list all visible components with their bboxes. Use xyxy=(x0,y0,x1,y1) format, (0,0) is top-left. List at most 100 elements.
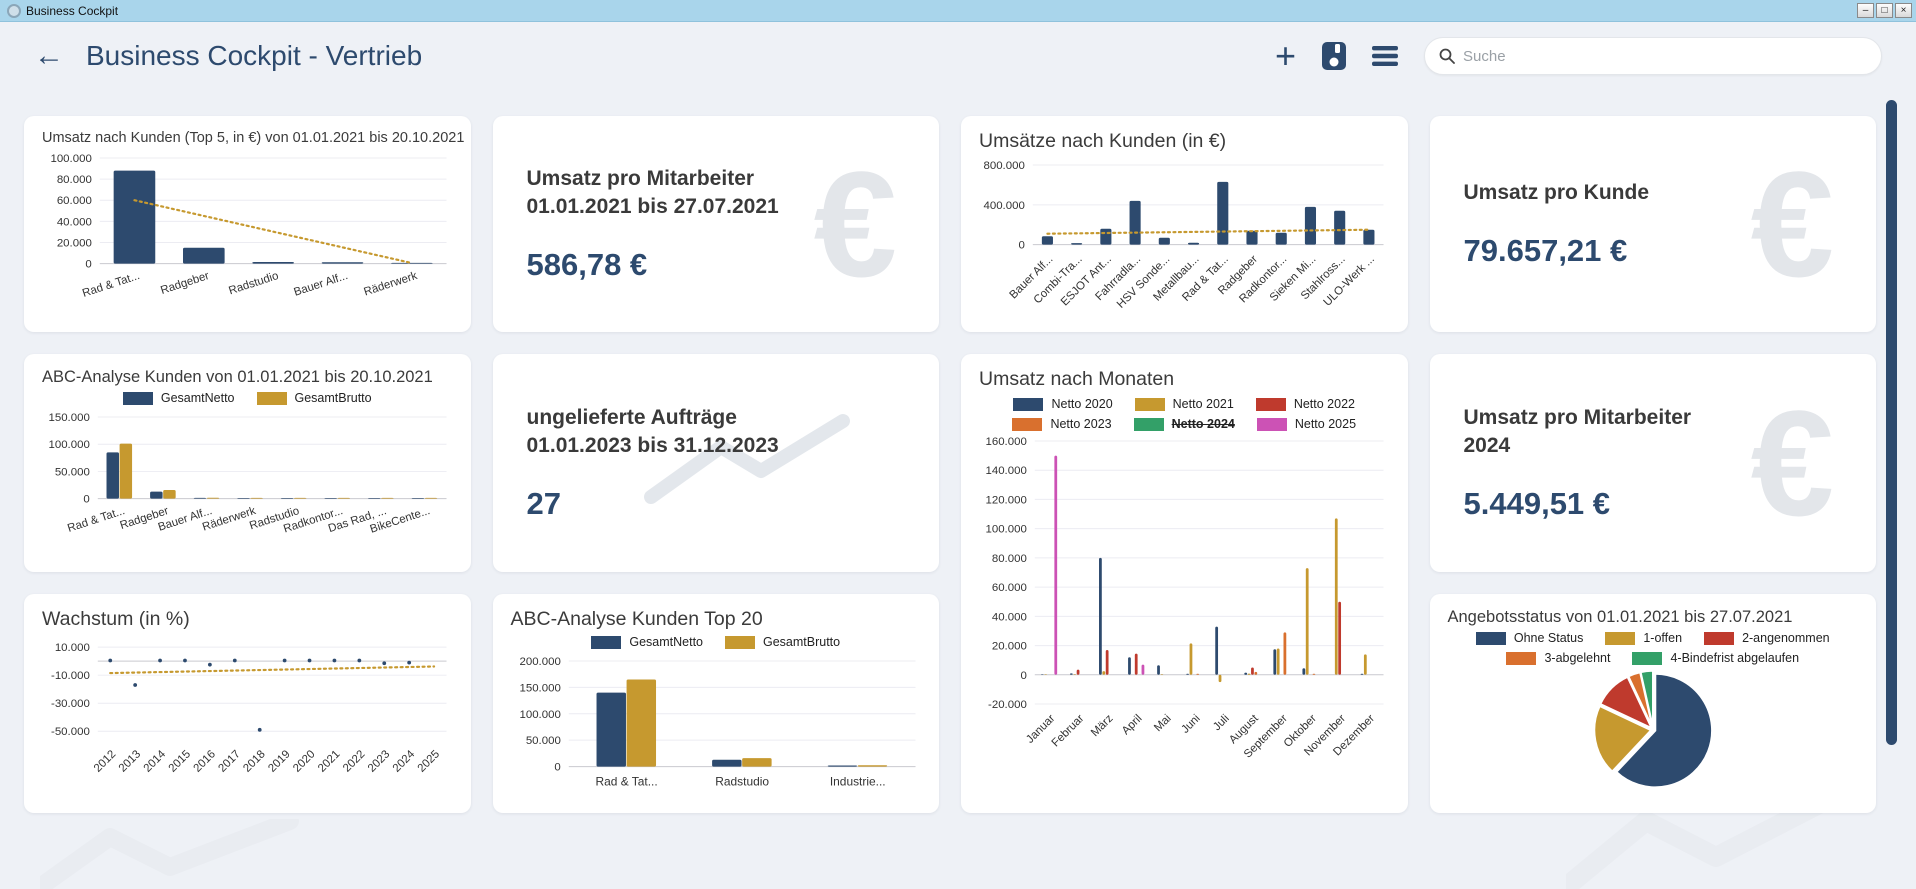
svg-text:80.000: 80.000 xyxy=(992,553,1027,565)
dashboard-grid: Umsatz nach Kunden (Top 5, in €) von 01.… xyxy=(24,116,1876,813)
svg-text:0: 0 xyxy=(85,259,91,271)
tile-umsatz-top5-kunden[interactable]: Umsatz nach Kunden (Top 5, in €) von 01.… xyxy=(24,116,471,332)
legend-label: Netto 2024 xyxy=(1171,417,1235,431)
svg-text:50.000: 50.000 xyxy=(55,466,90,478)
chart-title: Umsatz nach Monaten xyxy=(979,368,1175,390)
svg-text:Radstudio: Radstudio xyxy=(715,775,769,789)
close-button[interactable]: × xyxy=(1895,3,1912,18)
vertical-scrollbar-thumb[interactable] xyxy=(1886,100,1897,745)
search-box[interactable] xyxy=(1424,37,1882,75)
svg-text:2012: 2012 xyxy=(92,748,118,774)
legend-color-swatch xyxy=(1134,397,1165,411)
euro-watermark-icon: € xyxy=(1750,140,1834,308)
legend-item[interactable]: Netto 2022 xyxy=(1255,397,1355,411)
legend-item[interactable]: 1-offen xyxy=(1605,631,1682,645)
svg-text:-30.000: -30.000 xyxy=(51,698,90,710)
add-tile-button[interactable]: + xyxy=(1274,34,1296,76)
chart-title: Umsatz nach Kunden (Top 5, in €) von 01.… xyxy=(42,130,465,146)
svg-text:200.000: 200.000 xyxy=(519,656,560,668)
svg-text:Juni: Juni xyxy=(1179,713,1202,736)
pie-chart-angebotsstatus xyxy=(1444,667,1863,794)
grouped-bar-chart-monate: 160.000 140.000 120.000 100.000 80.000 60.000… xyxy=(975,433,1394,789)
legend-item[interactable]: Netto 2023 xyxy=(1012,417,1112,431)
chart-legend: Ohne Status 1-offen 2-angenommen 3-abgelehn… xyxy=(1444,631,1863,665)
legend-label: Netto 2022 xyxy=(1293,397,1355,411)
chart-legend: GesamtNetto GesamtBrutto xyxy=(38,391,457,405)
tile-angebotsstatus[interactable]: Angebotsstatus von 01.01.2021 bis 27.07.… xyxy=(1429,594,1876,813)
svg-text:0: 0 xyxy=(1020,670,1026,682)
kpi-title: Umsatz pro Mitarbeiter 2024 xyxy=(1463,405,1692,457)
hamburger-menu-icon xyxy=(1372,46,1398,66)
save-button[interactable] xyxy=(1322,42,1346,70)
legend-item[interactable]: Netto 2020 xyxy=(1013,397,1113,411)
kpi-title: ungelieferte Aufträge 01.01.2023 bis 31.… xyxy=(526,405,779,457)
svg-text:2025: 2025 xyxy=(416,748,442,774)
search-icon xyxy=(1439,48,1455,64)
svg-text:-10.000: -10.000 xyxy=(51,670,90,682)
svg-text:160.000: 160.000 xyxy=(985,436,1026,448)
legend-item[interactable]: Ohne Status xyxy=(1475,631,1584,645)
tile-abc-analyse-top20[interactable]: ABC-Analyse Kunden Top 20 GesamtNetto Ges… xyxy=(492,594,939,813)
tile-umsaetze-nach-kunden[interactable]: Umsätze nach Kunden (in €) 800.000 400.00… xyxy=(961,116,1408,332)
svg-text:0: 0 xyxy=(554,762,560,774)
tile-umsatz-pro-mitarbeiter-2021[interactable]: € Umsatz pro Mitarbeiter 01.01.2021 bis … xyxy=(492,116,939,332)
legend-item[interactable]: 3-abgelehnt xyxy=(1506,651,1610,665)
svg-text:Februar: Februar xyxy=(1050,712,1087,749)
minimize-button[interactable]: – xyxy=(1857,3,1874,18)
chart-title: ABC-Analyse Kunden von 01.01.2021 bis 20… xyxy=(42,368,433,386)
legend-item[interactable]: GesamtNetto xyxy=(122,391,235,405)
svg-text:2022: 2022 xyxy=(341,748,367,774)
svg-text:100.000: 100.000 xyxy=(48,439,89,451)
kpi-value: 5.449,51 € xyxy=(1463,486,1611,522)
tile-umsatz-nach-monaten[interactable]: Umsatz nach Monaten Netto 2020 Netto 2021… xyxy=(961,354,1408,813)
svg-text:Juli: Juli xyxy=(1211,713,1232,734)
svg-text:40.000: 40.000 xyxy=(57,216,92,228)
legend-label: Netto 2021 xyxy=(1172,397,1234,411)
tile-wachstum[interactable]: Wachstum (in %) 10.000 -10.000 -30.000 -50.… xyxy=(24,594,471,813)
legend-color-swatch xyxy=(1013,397,1044,411)
euro-watermark-icon: € xyxy=(1750,379,1834,547)
restore-button[interactable]: □ xyxy=(1876,3,1893,18)
legend-item[interactable]: GesamtNetto xyxy=(591,635,703,649)
euro-watermark-icon: € xyxy=(813,140,897,308)
legend-item[interactable]: 4-Bindefrist abgelaufen xyxy=(1632,651,1799,665)
save-floppy-icon xyxy=(1322,42,1346,70)
svg-text:2019: 2019 xyxy=(266,748,292,774)
grouped-bar-chart-abc-analyse: 150.000 100.000 50.000 0 Rad & Tat... Radgebe… xyxy=(38,409,457,555)
legend-item[interactable]: 2-angenommen xyxy=(1704,631,1830,645)
legend-item[interactable]: Netto 2024 xyxy=(1133,417,1235,431)
legend-color-swatch xyxy=(1012,417,1043,431)
chart-legend: GesamtNetto GesamtBrutto xyxy=(507,635,926,649)
back-arrow-icon[interactable]: ← xyxy=(34,39,64,72)
legend-item[interactable]: Netto 2025 xyxy=(1256,417,1356,431)
legend-item[interactable]: Netto 2021 xyxy=(1134,397,1234,411)
svg-text:Räderwerk: Räderwerk xyxy=(362,270,419,299)
bar-chart-umsaetze-kunden: 800.000 400.000 0 Bauer Alf... Combi-Tra... E… xyxy=(975,157,1394,321)
tile-ungelieferte-auftraege[interactable]: ungelieferte Aufträge 01.01.2023 bis 31.… xyxy=(492,354,939,572)
svg-text:100.000: 100.000 xyxy=(519,709,560,721)
svg-text:2015: 2015 xyxy=(167,748,193,774)
svg-text:2016: 2016 xyxy=(192,748,218,774)
legend-item[interactable]: GesamtBrutto xyxy=(725,635,840,649)
legend-label: GesamtNetto xyxy=(629,635,703,649)
tile-abc-analyse-kunden[interactable]: ABC-Analyse Kunden von 01.01.2021 bis 20… xyxy=(24,354,471,572)
tile-umsatz-pro-kunde[interactable]: € Umsatz pro Kunde 79.657,21 € xyxy=(1429,116,1876,332)
legend-label: 3-abgelehnt xyxy=(1544,651,1611,665)
svg-text:Radstudio: Radstudio xyxy=(227,270,280,297)
legend-color-swatch xyxy=(1475,631,1506,645)
trend-line-watermark-icon xyxy=(643,414,850,504)
background-chevron-decoration xyxy=(1566,799,1826,889)
legend-item[interactable]: GesamtBrutto xyxy=(256,391,372,405)
svg-text:2023: 2023 xyxy=(366,748,392,774)
menu-button[interactable] xyxy=(1372,46,1398,66)
svg-text:Rad & Tat...: Rad & Tat... xyxy=(595,775,657,789)
svg-text:Radgeber: Radgeber xyxy=(159,270,211,297)
legend-label: Ohne Status xyxy=(1513,631,1584,645)
svg-text:2013: 2013 xyxy=(117,748,143,774)
svg-text:2024: 2024 xyxy=(391,748,418,775)
legend-label: GesamtNetto xyxy=(160,391,235,405)
search-input[interactable] xyxy=(1463,47,1867,65)
svg-text:40.000: 40.000 xyxy=(992,611,1027,623)
tile-umsatz-pro-mitarbeiter-2024[interactable]: € Umsatz pro Mitarbeiter 2024 5.449,51 € xyxy=(1429,354,1876,572)
svg-text:60.000: 60.000 xyxy=(57,195,92,207)
